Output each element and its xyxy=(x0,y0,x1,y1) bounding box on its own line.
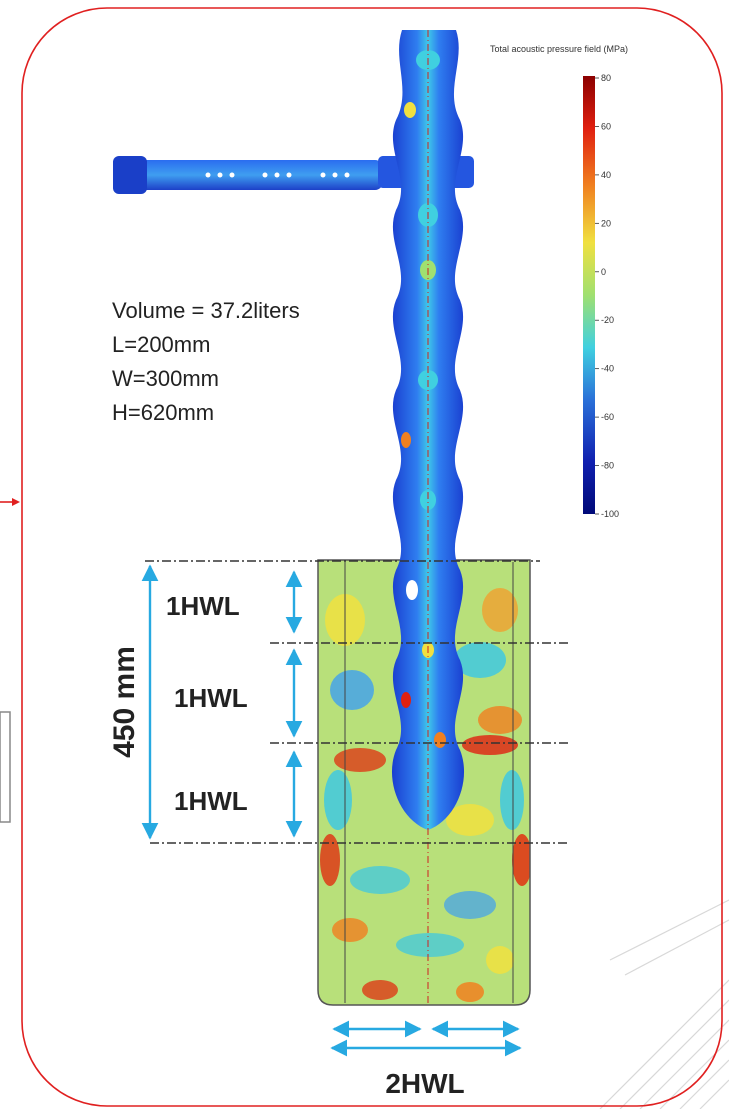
colorbar-tick-label: -100 xyxy=(601,509,619,519)
spec-width: W=300mm xyxy=(112,366,219,391)
spec-volume: Volume = 37.2liters xyxy=(112,298,300,323)
side-widget xyxy=(0,711,11,823)
pressure-field-spots xyxy=(320,588,530,1002)
spec-height: H=620mm xyxy=(112,400,214,425)
segment-label-3: 1HWL xyxy=(174,786,248,816)
dimension-guides xyxy=(145,560,568,844)
colorbar-tick-label: 80 xyxy=(601,73,611,83)
colorbar-tick-label: 20 xyxy=(601,218,611,228)
frame-arrow xyxy=(0,498,20,506)
colorbar-title: Total acoustic pressure field (MPa) xyxy=(490,44,628,54)
background-decoration xyxy=(599,899,729,1109)
frame-border xyxy=(21,7,723,1107)
colorbar-tick-label: 40 xyxy=(601,170,611,180)
segment-label-1: 1HWL xyxy=(166,591,240,621)
bar-holes xyxy=(205,172,350,178)
colorbar: Total acoustic pressure field (MPa) 80 60… xyxy=(490,44,628,519)
tank xyxy=(317,559,531,1006)
colorbar-tick-label: 0 xyxy=(601,267,606,277)
dimension-arrows xyxy=(141,564,522,1057)
segment-label-2: 1HWL xyxy=(174,683,248,713)
tank-specs: Volume = 37.2liters L=200mm W=300mm H=62… xyxy=(112,298,300,425)
colorbar-tick-label: 60 xyxy=(601,121,611,131)
tank-width-label: 2HWL xyxy=(385,1068,464,1099)
colorbar-gradient xyxy=(583,76,595,514)
horn-body xyxy=(391,30,465,830)
horn-assembly xyxy=(113,30,474,1005)
colorbar-tick-label: -20 xyxy=(601,315,614,325)
spec-length: L=200mm xyxy=(112,332,210,357)
depth-label: 450 mm xyxy=(108,646,141,758)
dimension-labels: 450 mm 1HWL 1HWL 1HWL 2HWL xyxy=(108,591,465,1099)
colorbar-tick-label: -80 xyxy=(601,461,614,471)
side-bar xyxy=(113,160,383,190)
colorbar-tick-label: -40 xyxy=(601,364,614,374)
colorbar-tick-label: -60 xyxy=(601,412,614,422)
colorbar-ticks: 80 60 40 20 0 -20 -40 -60 -80 -100 xyxy=(595,73,619,519)
